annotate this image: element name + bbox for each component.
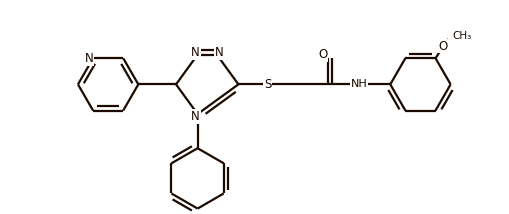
Text: N: N	[214, 46, 223, 59]
Text: N: N	[191, 46, 200, 59]
Text: O: O	[438, 40, 447, 53]
Text: S: S	[263, 78, 271, 91]
Text: NH: NH	[350, 79, 367, 89]
Text: CH₃: CH₃	[451, 31, 470, 42]
Text: O: O	[318, 48, 327, 61]
Text: N: N	[191, 110, 200, 123]
Text: N: N	[84, 52, 93, 65]
